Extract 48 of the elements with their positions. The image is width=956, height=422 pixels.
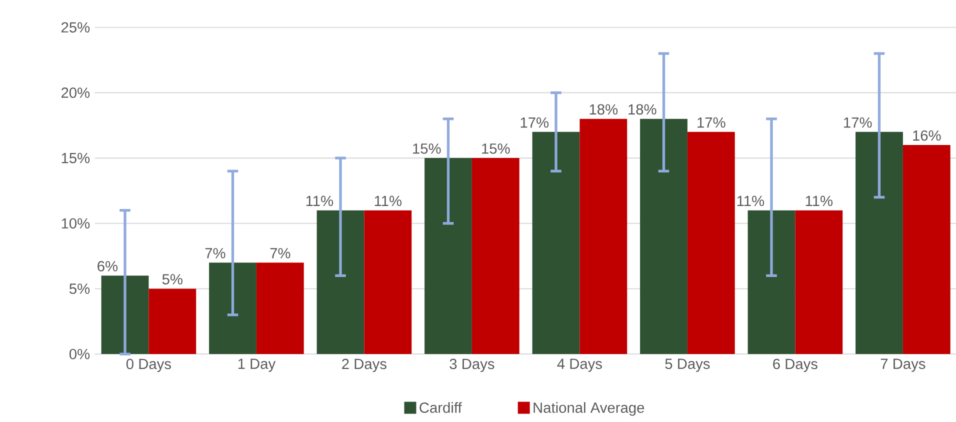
y-tick-label: 10% [62, 218, 90, 229]
x-tick-label: 5 Days [665, 358, 710, 372]
x-tick-label: 6 Days [773, 358, 818, 372]
y-tick-label: 25% [61, 22, 90, 33]
x-tick-label: 4 Days [557, 358, 602, 372]
bar [364, 210, 412, 354]
data-label: 17% [844, 117, 872, 128]
bar [902, 144, 950, 354]
bar [532, 132, 580, 354]
data-label: 5% [162, 274, 182, 284]
data-label: 18% [590, 104, 618, 115]
y-tick-label: 20% [61, 88, 90, 98]
data-label: 6% [98, 261, 118, 272]
bar [748, 210, 796, 354]
y-tick-label: 15% [62, 152, 90, 164]
data-label: 11% [806, 196, 832, 206]
bar [795, 210, 843, 354]
x-tick-label: 3 Days [450, 358, 494, 372]
x-tick-label: 1 Day [238, 358, 276, 372]
data-label: 11% [737, 196, 764, 206]
legend-label: National Average [534, 402, 644, 416]
data-label: 15% [413, 143, 441, 154]
bar [316, 210, 364, 354]
data-label: 18% [628, 104, 656, 115]
data-label: 11% [306, 196, 334, 206]
bar [856, 132, 903, 354]
x-tick-label: 2 Days [342, 358, 386, 372]
bar [209, 262, 256, 354]
data-label: 17% [520, 117, 549, 128]
legend-label: Cardiff [420, 402, 462, 413]
x-tick-label: 0 Days [126, 358, 171, 372]
data-label: 15% [482, 143, 510, 154]
bar [101, 276, 149, 354]
data-label: 7% [205, 248, 226, 258]
y-tick-label: 5% [70, 284, 90, 294]
bar [148, 288, 196, 354]
data-label: 7% [270, 248, 290, 258]
bar [640, 118, 688, 354]
data-label: 11% [374, 196, 402, 206]
bar [424, 158, 472, 354]
y-tick-label: 0% [69, 348, 90, 360]
bar [472, 158, 520, 354]
data-label: 17% [698, 117, 726, 128]
x-tick-label: 7 Days [880, 358, 926, 372]
bar [687, 132, 735, 354]
data-label: 16% [913, 130, 941, 141]
bar [580, 118, 628, 354]
bar [256, 262, 304, 354]
